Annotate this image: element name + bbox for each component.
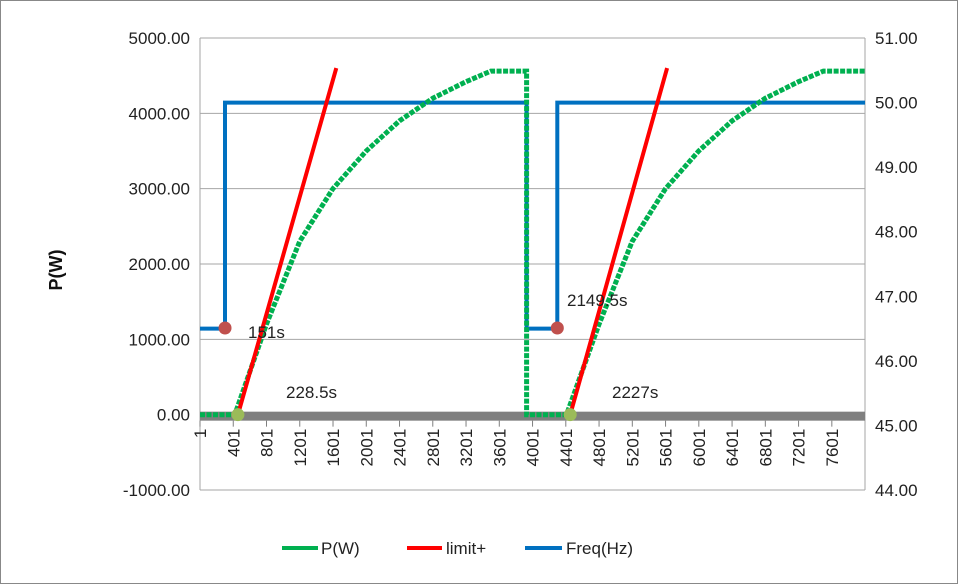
y-tick-label: -1000.00: [123, 481, 190, 500]
x-tick-label: 6401: [723, 429, 742, 467]
series-line-limit-: [235, 67, 670, 416]
y2-tick-label: 50.00: [875, 94, 918, 113]
point-marker: [550, 321, 564, 335]
x-tick-label: 7601: [823, 429, 842, 467]
x-tick-label: 4801: [590, 429, 609, 467]
y-tick-label: 1000.00: [129, 330, 190, 349]
annotation-151s: 151s: [248, 323, 285, 342]
x-tick-label: 401: [224, 429, 243, 457]
y2-tick-label: 51.00: [875, 29, 918, 48]
series-line-freq-hz-: [200, 100, 865, 331]
point-marker: [231, 408, 245, 422]
right-axis-ticks: 51.00 50.00 49.00 48.00 47.00 46.00 45.00 44.00: [875, 29, 918, 500]
x-tick-label: 1: [191, 429, 210, 438]
y-tick-label: 3000.00: [129, 180, 190, 199]
y2-tick-label: 49.00: [875, 158, 918, 177]
point-marker: [218, 321, 232, 335]
legend-label-limit: limit+: [446, 539, 486, 558]
legend: P(W) limit+ Freq(Hz): [282, 539, 633, 558]
x-axis-ticks: 1 401 801 1201 1601 2001 2401 2801 3201 3601 4001 4…: [191, 420, 842, 467]
x-tick-label: 5601: [657, 429, 676, 467]
y-tick-label: 4000.00: [129, 104, 190, 123]
y2-tick-label: 48.00: [875, 223, 918, 242]
x-tick-label: 1601: [324, 429, 343, 467]
point-markers: [218, 321, 577, 422]
annotation-228-5s: 228.5s: [286, 383, 337, 402]
y2-tick-label: 47.00: [875, 287, 918, 306]
x-tick-label: 2001: [357, 429, 376, 467]
y-tick-label: 0.00: [157, 406, 190, 425]
x-tick-label: 3601: [490, 429, 509, 467]
x-tick-label: 2401: [391, 429, 410, 467]
x-tick-label: 4401: [557, 429, 576, 467]
x-tick-label: 6801: [756, 429, 775, 467]
y2-tick-label: 46.00: [875, 352, 918, 371]
legend-label-pw: P(W): [321, 539, 360, 558]
y-tick-label: 2000.00: [129, 255, 190, 274]
legend-label-freq: Freq(Hz): [566, 539, 633, 558]
x-tick-label: 801: [258, 429, 277, 457]
series-lines: [200, 67, 865, 418]
annotation-2149-5s: 2149.5s: [567, 291, 628, 310]
annotation-2227s: 2227s: [612, 383, 658, 402]
point-marker: [563, 408, 577, 422]
series-line-p-w-: [200, 68, 865, 418]
x-tick-label: 6001: [690, 429, 709, 467]
x-tick-label: 2801: [424, 429, 443, 467]
y2-tick-label: 45.00: [875, 416, 918, 435]
x-tick-label: 5201: [623, 429, 642, 467]
x-tick-label: 3201: [457, 429, 476, 467]
x-tick-label: 1201: [291, 429, 310, 467]
left-axis-ticks: 5000.00 4000.00 3000.00 2000.00 1000.00 0.00 -…: [123, 29, 190, 500]
x-tick-label: 7201: [790, 429, 809, 467]
y-axis-title: P(W): [46, 250, 66, 291]
x-tick-label: 4001: [524, 429, 543, 467]
y2-tick-label: 44.00: [875, 481, 918, 500]
y-tick-label: 5000.00: [129, 29, 190, 48]
